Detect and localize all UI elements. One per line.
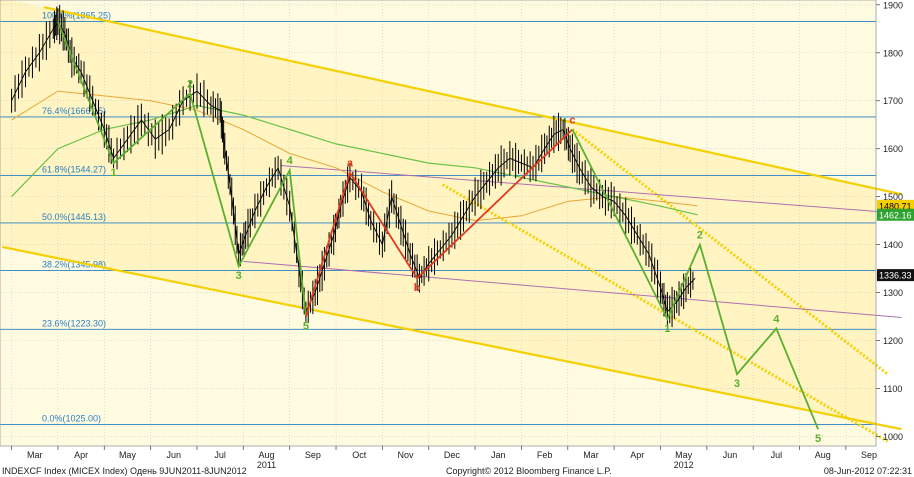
footer-left: INDEXCF Index (MICEX Index) Одень 9JUN20… (2, 466, 247, 476)
impulse-wave-second-label: 5 (815, 433, 821, 445)
footer-center: Copyright© 2012 Bloomberg Finance L.P. (446, 466, 612, 476)
impulse-wave-second-label: 1 (664, 323, 670, 335)
x-tick-label: Oct (352, 450, 367, 460)
x-tick-label: Nov (398, 450, 415, 460)
y-tick-label: 1900 (883, 0, 903, 10)
x-tick-label: Jan (491, 450, 506, 460)
corrective-wave-label: b (414, 282, 421, 294)
y-tick-label: 1800 (883, 48, 903, 58)
x-tick-label: Jun (167, 450, 182, 460)
x-tick-label: Jun (723, 450, 738, 460)
price-label: 1336.33 (879, 271, 912, 281)
y-tick-label: 1000 (883, 432, 903, 442)
x-tick-label: Aug (815, 450, 831, 460)
fib-level-label: 100.0%(1865.25) (42, 10, 111, 20)
y-tick-label: 1600 (883, 144, 903, 154)
impulse-wave-first-label: 1 (110, 167, 116, 179)
price-label: 1462.16 (879, 210, 912, 220)
x-tick-label: Sep (305, 450, 321, 460)
plot-frame (0, 0, 877, 447)
x-tick-label: Feb (537, 450, 553, 460)
corrective-wave-label: a (347, 158, 354, 170)
impulse-wave-second-line (571, 129, 819, 430)
impulse-wave-second-label: 3 (734, 378, 740, 390)
corrective-wave-label: c (569, 114, 575, 126)
corrective-wave-line (305, 128, 574, 317)
fib-level-label: 76.4%(1666.15) (42, 106, 106, 116)
impulse-wave-first-label: 3 (236, 270, 242, 282)
x-tick-label: Jul (214, 450, 226, 460)
y-tick-label: 1300 (883, 288, 903, 298)
y-tick-label: 1700 (883, 96, 903, 106)
x-tick-label: Dec (444, 450, 461, 460)
impulse-wave-first-label: 4 (287, 155, 294, 167)
year-label: 2012 (674, 460, 694, 470)
x-tick-label: Apr (74, 450, 88, 460)
dotted-trend-line (571, 128, 889, 376)
x-tick-label: Sep (861, 450, 877, 460)
fib-level-label: 50.0%(1445.13) (42, 212, 106, 222)
x-tick-label: Aug (259, 450, 275, 460)
y-tick-label: 1100 (883, 384, 902, 394)
price-label: 1480.71 (879, 201, 912, 211)
x-tick-label: May (675, 450, 693, 460)
fib-level-label: 61.8%(1544.27) (42, 164, 106, 174)
x-tick-label: May (119, 450, 137, 460)
fib-level-label: 23.6%(1223.30) (42, 318, 106, 328)
x-tick-label: Mar (27, 450, 43, 460)
y-tick-label: 1200 (883, 336, 903, 346)
channel-upper-line (43, 6, 902, 196)
footer-right: 08-Jun-2012 07:22:31 (824, 466, 912, 476)
fib-level-label: 0.0%(1025.00) (42, 413, 101, 423)
impulse-wave-second-label: 4 (773, 314, 780, 326)
plot-area: 100.0%(1865.25) 76.4%(1666.15) 61.8%(1544.… (0, 0, 902, 446)
year-label: 2011 (257, 460, 276, 470)
y-tick-label: 1500 (883, 192, 903, 202)
fib-level-label: 38.2%(1345.98) (42, 259, 106, 269)
price-label-box (877, 269, 914, 282)
impulse-wave-first-label: 5 (303, 321, 309, 333)
x-tick-label: Mar (583, 450, 599, 460)
x-tick-label: Apr (630, 450, 644, 460)
price-label-box (877, 208, 914, 221)
x-tick-label: Jul (771, 450, 783, 460)
impulse-wave-first-label: 2 (187, 79, 193, 91)
channel-lower-line (2, 245, 902, 431)
impulse-wave-first-line (57, 21, 307, 317)
impulse-wave-second-label: 2 (697, 230, 703, 242)
price-line (11, 20, 696, 314)
channel-fill (0, 0, 876, 425)
y-tick-label: 1400 (883, 240, 903, 250)
purple-trend-line (243, 260, 902, 318)
